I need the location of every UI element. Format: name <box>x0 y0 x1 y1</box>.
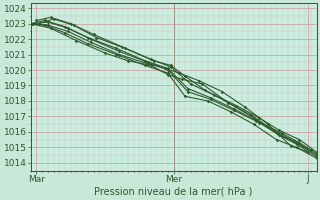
X-axis label: Pression niveau de la mer( hPa ): Pression niveau de la mer( hPa ) <box>94 187 253 197</box>
